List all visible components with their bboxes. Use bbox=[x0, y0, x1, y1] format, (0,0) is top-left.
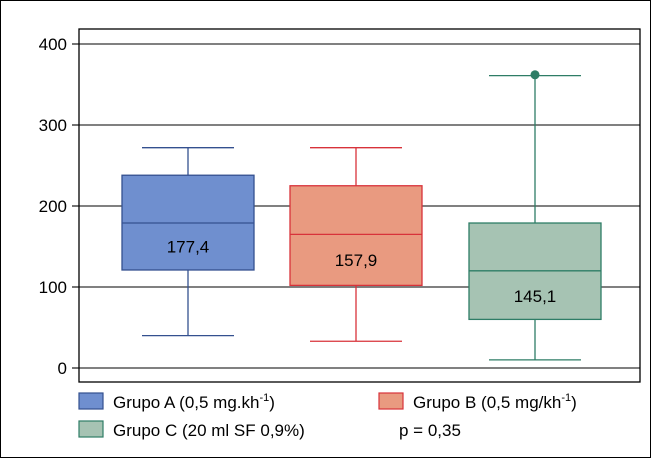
box-group-3: 145,1 bbox=[468, 70, 602, 361]
box-value-label-2: 157,9 bbox=[335, 251, 378, 270]
box-value-label-3: 145,1 bbox=[514, 287, 557, 306]
legend-label: Grupo A (0,5 mg.kh-1) bbox=[113, 392, 275, 412]
y-tick-label-300: 300 bbox=[39, 116, 67, 135]
y-tick-label-400: 400 bbox=[39, 35, 67, 54]
legend-label: Grupo C (20 ml SF 0,9%) bbox=[113, 421, 305, 440]
box-group-2: 157,9 bbox=[289, 147, 423, 342]
y-tick-label-200: 200 bbox=[39, 197, 67, 216]
legend-item-2: Grupo B (0,5 mg/kh-1) bbox=[378, 392, 577, 412]
iqr-box bbox=[289, 185, 423, 287]
plot-area-border bbox=[78, 28, 641, 383]
legend-swatch bbox=[378, 392, 404, 410]
legend-swatch bbox=[78, 420, 104, 438]
box-value-label-1: 177,4 bbox=[167, 238, 210, 257]
y-axis-ticks: 0 100 200 300 400 bbox=[39, 35, 79, 378]
legend-swatch bbox=[78, 392, 104, 410]
outlier-point-1 bbox=[530, 70, 540, 80]
legend-item-1: Grupo A (0,5 mg.kh-1) bbox=[78, 392, 275, 412]
legend-item-3: Grupo C (20 ml SF 0,9%) bbox=[78, 420, 305, 440]
p-value-annotation: p = 0,35 bbox=[399, 421, 461, 440]
y-tick-label-100: 100 bbox=[39, 278, 67, 297]
box-group-1: 177,4 bbox=[121, 147, 255, 337]
legend: Grupo A (0,5 mg.kh-1) Grupo B (0,5 mg/kh-… bbox=[78, 392, 577, 440]
legend-label: Grupo B (0,5 mg/kh-1) bbox=[413, 392, 577, 412]
boxes: 177,4 157,9 145,1 bbox=[121, 70, 602, 361]
y-tick-label-0: 0 bbox=[58, 359, 67, 378]
